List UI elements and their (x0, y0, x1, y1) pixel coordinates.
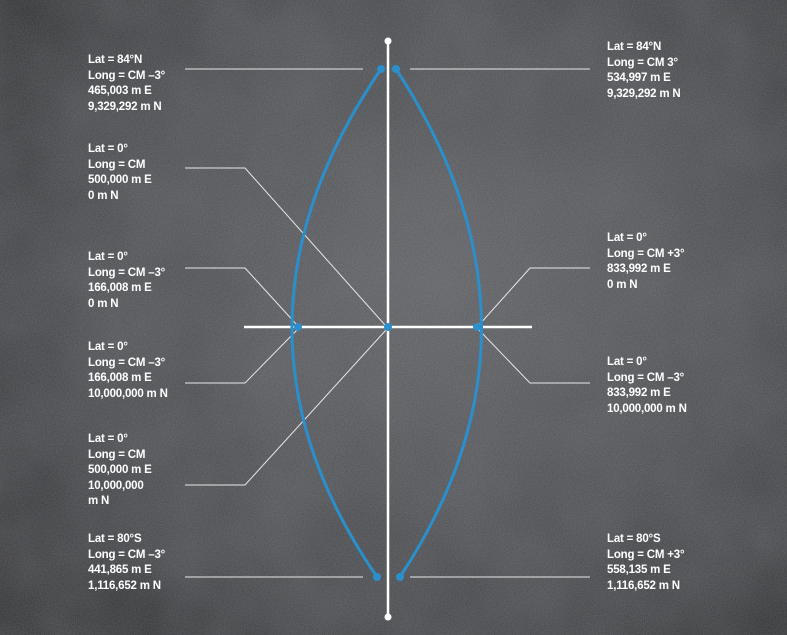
point-84n-west (377, 65, 385, 73)
leader-left-equator-north (185, 267, 298, 326)
label-line: 10,000,000 (88, 479, 144, 492)
label-line: Lat = 0° (88, 143, 128, 155)
label-center-north: Lat = 0° Long = CM 500,000 m E 0 m N (88, 142, 152, 204)
west-zone-boundary-curve (290, 68, 383, 578)
label-line: 0 m N (88, 297, 119, 310)
label-line: 534,997 m E (607, 72, 671, 84)
point-84n-east (392, 65, 400, 73)
label-line: Lat = 0° (88, 341, 128, 353)
label-left-equator-north: Lat = 0° Long = CM –3° 166,008 m E 0 m N (88, 250, 165, 312)
leader-center-south (185, 329, 387, 486)
label-line: Long = CM (88, 158, 146, 171)
leader-right-equator-north (478, 267, 590, 326)
axis-top-endpoint (384, 37, 392, 45)
label-line: Long = CM –3° (88, 266, 166, 279)
label-top-right: Lat = 84°N Long = CM 3° 534,997 m E 9,32… (607, 40, 681, 102)
point-origin (384, 323, 392, 331)
label-line: 0 m N (607, 278, 638, 291)
point-equator-west (294, 323, 302, 331)
label-line: 166,008 m E (88, 372, 152, 384)
label-bottom-right: Lat = 80°S Long = CM +3° 558,135 m E 1,1… (607, 532, 685, 594)
label-line: Long = CM +3° (607, 548, 685, 561)
point-80s-west (373, 573, 381, 581)
label-line: Long = CM 3° (607, 56, 678, 69)
leader-right-equator-south (478, 329, 590, 384)
label-line: Lat = 80°S (607, 533, 661, 545)
label-line: Lat = 84°N (607, 41, 662, 53)
label-bottom-left: Lat = 80°S Long = CM –3° 441,865 m E 1,1… (88, 532, 165, 594)
label-line: Lat = 80°S (88, 533, 142, 545)
leader-left-equator-south (185, 329, 298, 384)
point-80s-east (396, 573, 404, 581)
label-line: 1,116,652 m N (88, 579, 161, 592)
label-line: 9,329,292 m N (607, 87, 681, 100)
label-line: Long = CM (88, 448, 146, 461)
label-left-equator-south: Lat = 0° Long = CM –3° 166,008 m E 10,00… (88, 340, 168, 402)
label-line: m N (88, 495, 110, 507)
label-line: 558,135 m E (607, 564, 671, 576)
label-line: 500,000 m E (88, 174, 152, 186)
label-line: Long = CM –3° (88, 548, 166, 561)
leader-center-north (185, 167, 386, 326)
label-line: 9,329,292 m N (88, 100, 162, 113)
leader-lines (185, 68, 590, 578)
label-top-left: Lat = 84°N Long = CM –3° 465,003 m E 9,3… (88, 53, 165, 115)
label-line: 0 m N (88, 189, 119, 202)
label-line: 833,992 m E (607, 387, 671, 399)
label-center-south: Lat = 0° Long = CM 500,000 m E 10,000,00… (88, 432, 152, 510)
axis-bottom-endpoint (384, 613, 392, 621)
label-line: Lat = 0° (607, 232, 647, 244)
label-line: 10,000,000 m N (607, 402, 687, 415)
label-line: 166,008 m E (88, 282, 152, 294)
label-line: 10,000,000 m N (88, 387, 168, 400)
label-line: Long = CM –3° (607, 371, 685, 384)
label-line: 500,000 m E (88, 464, 152, 476)
label-line: Long = CM +3° (607, 247, 685, 260)
label-line: Lat = 0° (607, 356, 647, 368)
label-line: Lat = 0° (88, 251, 128, 263)
label-line: 1,116,652 m N (607, 579, 680, 592)
label-right-equator-south: Lat = 0° Long = CM –3° 833,992 m E 10,00… (607, 355, 687, 417)
label-line: 465,003 m E (88, 85, 152, 97)
east-zone-boundary-curve (394, 68, 483, 578)
label-line: Lat = 0° (88, 433, 128, 445)
label-line: Lat = 84°N (88, 54, 143, 66)
label-line: 833,992 m E (607, 263, 671, 275)
label-line: 441,865 m E (88, 564, 152, 576)
point-equator-east (473, 323, 481, 331)
label-line: Long = CM –3° (88, 69, 166, 82)
label-right-equator-north: Lat = 0° Long = CM +3° 833,992 m E 0 m N (607, 231, 685, 293)
label-line: Long = CM –3° (88, 356, 166, 369)
